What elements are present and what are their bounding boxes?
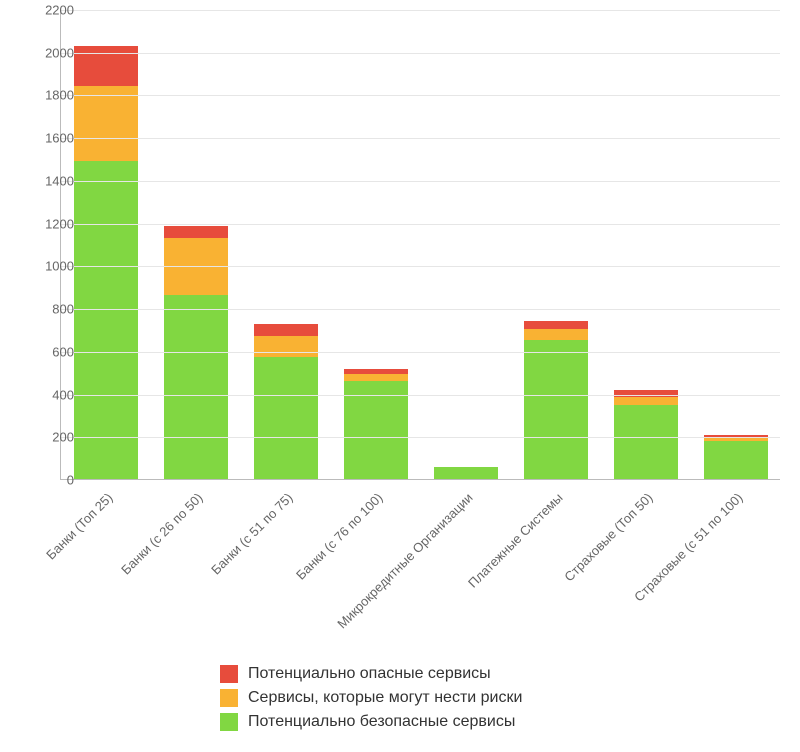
bar-segment-danger — [524, 321, 589, 330]
y-tick-label: 1200 — [24, 216, 74, 231]
bar-segment-safe — [434, 467, 499, 479]
bar-segment-risk — [614, 397, 679, 406]
bar-group — [434, 467, 499, 479]
bar-segment-safe — [74, 161, 139, 479]
y-tick-label: 2200 — [24, 3, 74, 18]
bars-layer — [61, 10, 780, 479]
y-tick-label: 800 — [24, 302, 74, 317]
gridline — [61, 352, 780, 353]
gridline — [61, 95, 780, 96]
y-tick-label: 400 — [24, 387, 74, 402]
bar-group — [614, 390, 679, 479]
y-tick-label: 1800 — [24, 88, 74, 103]
bar-segment-safe — [614, 405, 679, 479]
bar-segment-danger — [164, 226, 229, 238]
y-tick-label: 1400 — [24, 173, 74, 188]
legend-label: Сервисы, которые могут нести риски — [248, 689, 522, 707]
legend: Потенциально опасные сервисы Сервисы, кот… — [220, 665, 522, 737]
x-tick-label: Банки (с 26 по 50) — [54, 490, 206, 642]
legend-item-safe: Потенциально безопасные сервисы — [220, 713, 522, 731]
x-tick-label: Платежные Системы — [414, 490, 566, 642]
gridline — [61, 138, 780, 139]
plot-area — [60, 10, 780, 480]
gridline — [61, 437, 780, 438]
y-tick-label: 200 — [24, 430, 74, 445]
bar-segment-danger — [254, 324, 319, 336]
bar-segment-risk — [74, 86, 139, 161]
y-tick-label: 2000 — [24, 45, 74, 60]
gridline — [61, 309, 780, 310]
legend-label: Потенциально опасные сервисы — [248, 665, 491, 683]
legend-swatch — [220, 665, 238, 683]
bar-segment-risk — [524, 329, 589, 340]
bar-segment-safe — [254, 357, 319, 479]
x-tick-label: Страховые (Топ 50) — [504, 490, 656, 642]
y-tick-label: 0 — [24, 473, 74, 488]
legend-item-risk: Сервисы, которые могут нести риски — [220, 689, 522, 707]
y-tick-label: 1600 — [24, 131, 74, 146]
x-tick-label: Банки (с 76 по 100) — [234, 490, 386, 642]
x-tick-label: Банки (Топ 25) — [0, 490, 116, 642]
x-tick-label: Микрокредитные Организации — [324, 490, 476, 642]
gridline — [61, 10, 780, 11]
bar-group — [254, 324, 319, 479]
bar-segment-safe — [704, 441, 769, 479]
x-tick-label: Страховые (с 51 по 100) — [594, 490, 746, 642]
stacked-bar-chart: Потенциально опасные сервисы Сервисы, кот… — [0, 0, 800, 752]
y-tick-label: 600 — [24, 344, 74, 359]
y-tick-label: 1000 — [24, 259, 74, 274]
legend-item-danger: Потенциально опасные сервисы — [220, 665, 522, 683]
bar-group — [74, 46, 139, 479]
gridline — [61, 395, 780, 396]
bar-group — [524, 321, 589, 479]
legend-label: Потенциально безопасные сервисы — [248, 713, 515, 731]
gridline — [61, 224, 780, 225]
gridline — [61, 266, 780, 267]
x-tick-label: Банки (с 51 по 75) — [144, 490, 296, 642]
bar-group — [704, 435, 769, 479]
legend-swatch — [220, 713, 238, 731]
gridline — [61, 181, 780, 182]
legend-swatch — [220, 689, 238, 707]
bar-segment-safe — [164, 295, 229, 479]
bar-segment-risk — [254, 336, 319, 357]
bar-group — [344, 369, 409, 479]
gridline — [61, 53, 780, 54]
bar-segment-safe — [524, 340, 589, 479]
